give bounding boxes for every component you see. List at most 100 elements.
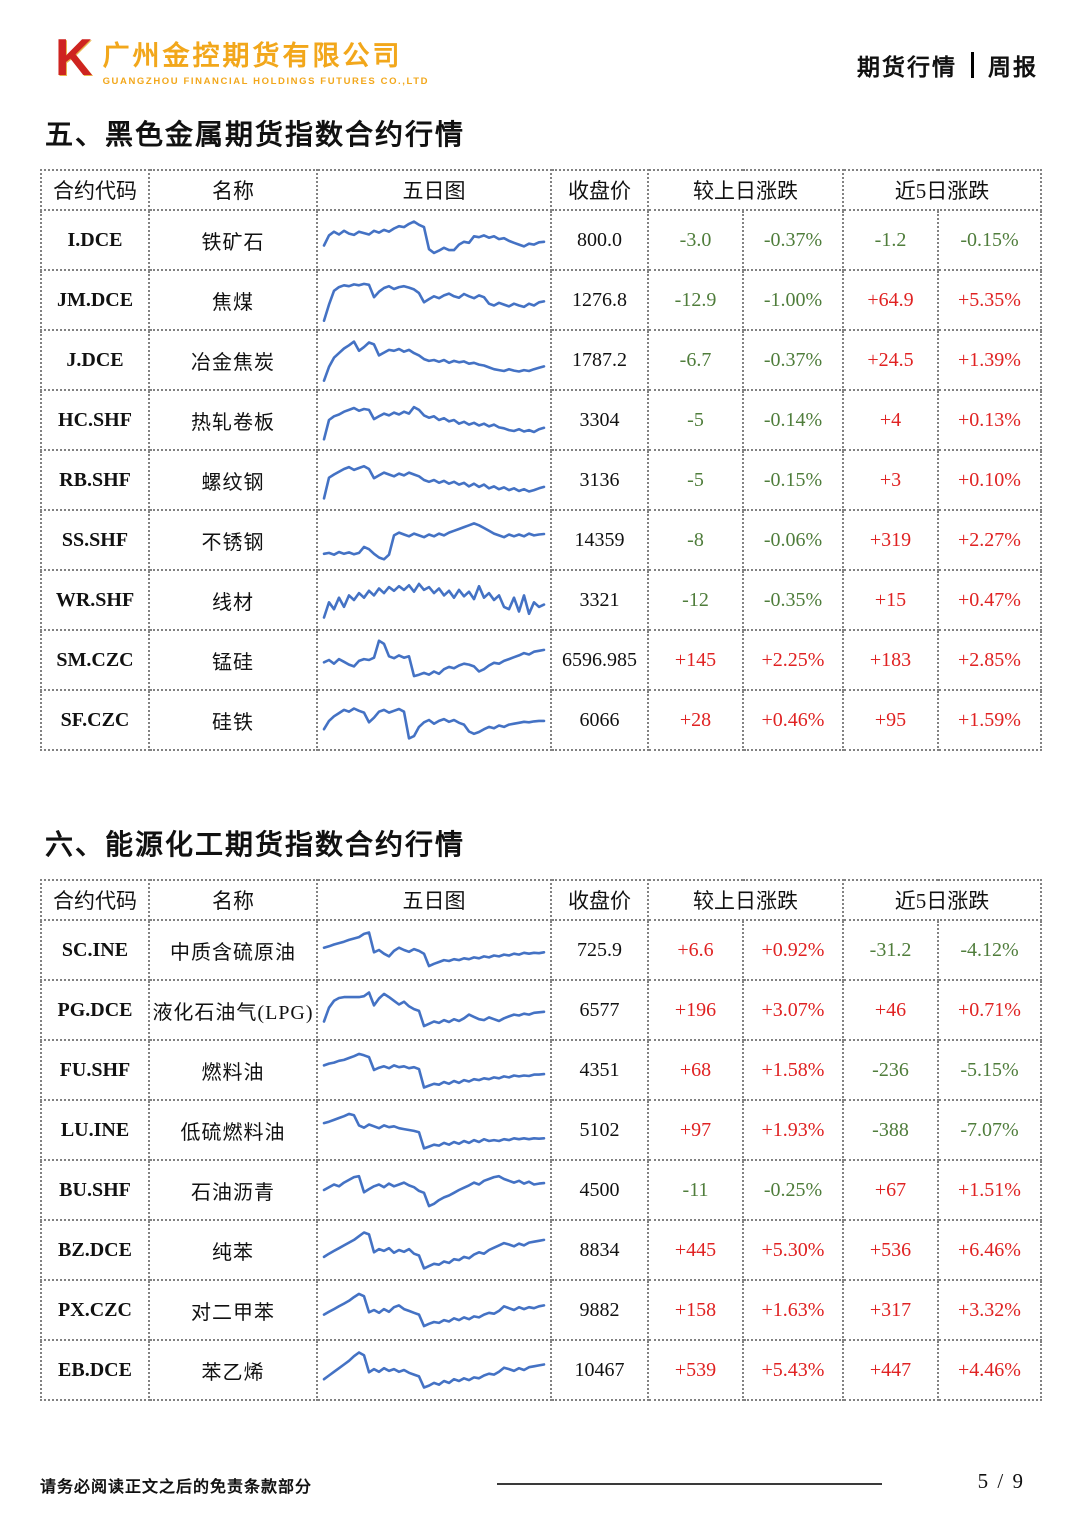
sparkline-chart bbox=[322, 707, 546, 740]
day-change-value: +28 bbox=[647, 689, 744, 751]
five-day-change-pct: -4.12% bbox=[937, 919, 1042, 981]
day-change-value: +158 bbox=[647, 1279, 744, 1341]
five-day-change-value: +46 bbox=[842, 979, 939, 1041]
contract-code: PX.CZC bbox=[40, 1279, 150, 1341]
five-day-change-pct: -0.15% bbox=[937, 209, 1042, 271]
close-price: 3321 bbox=[550, 569, 649, 631]
table-row: SC.INE 中质含硫原油 725.9 +6.6 +0.92% -31.2 -4.12% bbox=[40, 919, 1042, 981]
sparkline-cell bbox=[316, 1339, 552, 1401]
table-row: BU.SHF 石油沥青 4500 -11 -0.25% +67 +1.51% bbox=[40, 1159, 1042, 1221]
sparkline-chart bbox=[322, 1231, 546, 1270]
table-row: J.DCE 冶金焦炭 1787.2 -6.7 -0.37% +24.5 +1.39% bbox=[40, 329, 1042, 391]
contract-name: 液化石油气(LPG) bbox=[148, 979, 318, 1041]
five-day-change-value: -388 bbox=[842, 1099, 939, 1161]
report-type-label: 期货行情 周报 bbox=[857, 48, 1038, 82]
day-change-pct: +1.93% bbox=[742, 1099, 844, 1161]
report-frequency: 周报 bbox=[988, 55, 1038, 80]
table-row: LU.INE 低硫燃料油 5102 +97 +1.93% -388 -7.07% bbox=[40, 1099, 1042, 1161]
sparkline-chart bbox=[322, 1112, 546, 1150]
day-change-value: -8 bbox=[647, 509, 744, 571]
day-change-value: +145 bbox=[647, 629, 744, 691]
day-change-pct: -0.14% bbox=[742, 389, 844, 451]
sparkline-chart bbox=[322, 405, 546, 441]
day-change-value: -5 bbox=[647, 449, 744, 511]
contract-code: BZ.DCE bbox=[40, 1219, 150, 1281]
page-footer: 请务必阅读正文之后的免责条款部分 5 / 9 bbox=[0, 1469, 1080, 1499]
contract-name: 线材 bbox=[148, 569, 318, 631]
close-price: 6066 bbox=[550, 689, 649, 751]
table-row: JM.DCE 焦煤 1276.8 -12.9 -1.00% +64.9 +5.35% bbox=[40, 269, 1042, 331]
five-day-change-pct: +1.51% bbox=[937, 1159, 1042, 1221]
col-header-close: 收盘价 bbox=[550, 879, 649, 921]
contract-name: 锰硅 bbox=[148, 629, 318, 691]
day-change-pct: -0.35% bbox=[742, 569, 844, 631]
five-day-change-value: +447 bbox=[842, 1339, 939, 1401]
page-number: 5 / 9 bbox=[977, 1469, 1025, 1493]
close-price: 6577 bbox=[550, 979, 649, 1041]
table-header-row: 合约代码 名称 五日图 收盘价 较上日涨跌 近5日涨跌 bbox=[40, 879, 1042, 921]
close-price: 6596.985 bbox=[550, 629, 649, 691]
sparkline-chart bbox=[322, 991, 546, 1028]
five-day-change-value: +4 bbox=[842, 389, 939, 451]
five-day-change-pct: +1.59% bbox=[937, 689, 1042, 751]
contract-name: 对二甲苯 bbox=[148, 1279, 318, 1341]
table-row: I.DCE 铁矿石 800.0 -3.0 -0.37% -1.2 -0.15% bbox=[40, 209, 1042, 271]
contract-name: 螺纹钢 bbox=[148, 449, 318, 511]
contract-name: 低硫燃料油 bbox=[148, 1099, 318, 1161]
table-row: BZ.DCE 纯苯 8834 +445 +5.30% +536 +6.46% bbox=[40, 1219, 1042, 1281]
five-day-change-pct: +6.46% bbox=[937, 1219, 1042, 1281]
close-price: 8834 bbox=[550, 1219, 649, 1281]
day-change-pct: +1.58% bbox=[742, 1039, 844, 1101]
sparkline-chart bbox=[322, 1351, 546, 1389]
contract-code: LU.INE bbox=[40, 1099, 150, 1161]
day-change-pct: -0.37% bbox=[742, 329, 844, 391]
col-header-code: 合约代码 bbox=[40, 169, 150, 211]
five-day-change-value: +3 bbox=[842, 449, 939, 511]
five-day-change-value: +317 bbox=[842, 1279, 939, 1341]
company-name-block: 广州金控期货有限公司 GUANGZHOU FINANCIAL HOLDINGS … bbox=[103, 34, 430, 87]
five-day-change-pct: +0.13% bbox=[937, 389, 1042, 451]
five-day-change-pct: +5.35% bbox=[937, 269, 1042, 331]
contract-name: 热轧卷板 bbox=[148, 389, 318, 451]
five-day-change-value: +183 bbox=[842, 629, 939, 691]
table-row: HC.SHF 热轧卷板 3304 -5 -0.14% +4 +0.13% bbox=[40, 389, 1042, 451]
five-day-change-pct: -5.15% bbox=[937, 1039, 1042, 1101]
contract-code: SS.SHF bbox=[40, 509, 150, 571]
five-day-change-pct: +0.10% bbox=[937, 449, 1042, 511]
divider-bar bbox=[971, 52, 974, 78]
sparkline-chart bbox=[322, 582, 546, 619]
logo-k-icon: K bbox=[55, 29, 93, 87]
sparkline-cell bbox=[316, 979, 552, 1041]
day-change-value: -12.9 bbox=[647, 269, 744, 331]
day-change-pct: +1.63% bbox=[742, 1279, 844, 1341]
sparkline-chart bbox=[322, 282, 546, 323]
table-row: EB.DCE 苯乙烯 10467 +539 +5.43% +447 +4.46% bbox=[40, 1339, 1042, 1401]
col-header-code: 合约代码 bbox=[40, 879, 150, 921]
sparkline-cell bbox=[316, 389, 552, 451]
day-change-pct: -0.06% bbox=[742, 509, 844, 571]
day-change-pct: -0.15% bbox=[742, 449, 844, 511]
contract-name: 燃料油 bbox=[148, 1039, 318, 1101]
five-day-change-value: +95 bbox=[842, 689, 939, 751]
day-change-value: -6.7 bbox=[647, 329, 744, 391]
five-day-change-value: +24.5 bbox=[842, 329, 939, 391]
close-price: 3136 bbox=[550, 449, 649, 511]
contract-code: HC.SHF bbox=[40, 389, 150, 451]
day-change-pct: -1.00% bbox=[742, 269, 844, 331]
report-category: 期货行情 bbox=[857, 55, 957, 80]
sparkline-chart bbox=[322, 1292, 546, 1328]
day-change-pct: +0.46% bbox=[742, 689, 844, 751]
sparkline-chart bbox=[322, 464, 546, 500]
footer-rule bbox=[497, 1483, 882, 1485]
five-day-change-value: -1.2 bbox=[842, 209, 939, 271]
table-row: SF.CZC 硅铁 6066 +28 +0.46% +95 +1.59% bbox=[40, 689, 1042, 751]
contract-code: WR.SHF bbox=[40, 569, 150, 631]
five-day-change-value: +536 bbox=[842, 1219, 939, 1281]
five-day-change-value: +15 bbox=[842, 569, 939, 631]
page-header: K 广州金控期货有限公司 GUANGZHOU FINANCIAL HOLDING… bbox=[0, 0, 1080, 87]
day-change-pct: -0.25% bbox=[742, 1159, 844, 1221]
disclaimer-text: 请务必阅读正文之后的免责条款部分 bbox=[40, 1479, 313, 1496]
contract-name: 苯乙烯 bbox=[148, 1339, 318, 1401]
sparkline-chart bbox=[322, 522, 546, 561]
sparkline-chart bbox=[322, 1052, 546, 1089]
